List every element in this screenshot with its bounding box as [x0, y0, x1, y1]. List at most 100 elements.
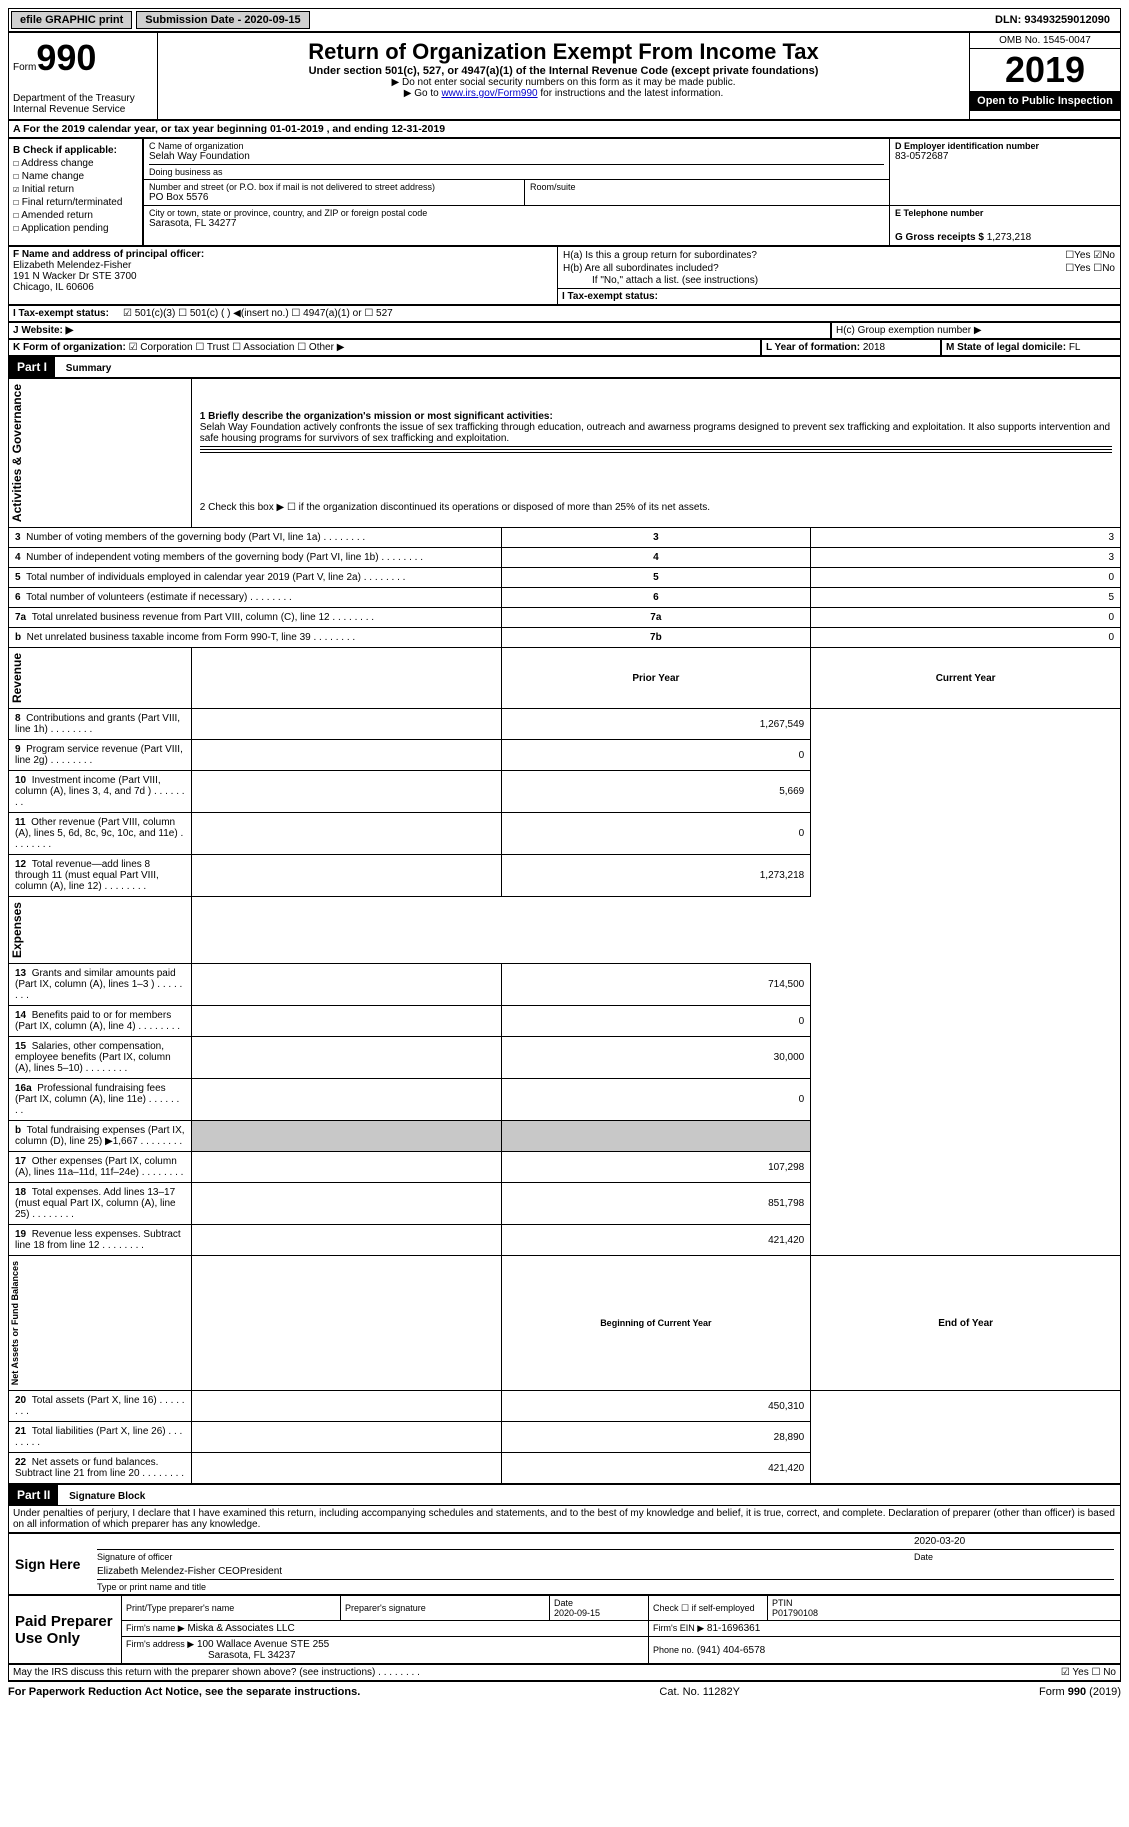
form-title: Return of Organization Exempt From Incom… — [164, 39, 963, 65]
line-18: 18 Total expenses. Add lines 13–17 (must… — [9, 1183, 1121, 1225]
efile-button[interactable]: efile GRAPHIC print — [11, 11, 132, 29]
line-10: 10 Investment income (Part VIII, column … — [9, 771, 1121, 813]
line-14: 14 Benefits paid to or for members (Part… — [9, 1006, 1121, 1037]
part2-header: Part II — [9, 1485, 58, 1505]
checkbox-application-pending[interactable]: ☐ Application pending — [13, 223, 138, 234]
vert-exp: Expenses — [10, 898, 24, 962]
vert-rev: Revenue — [10, 649, 24, 707]
dba-label: Doing business as — [149, 167, 884, 177]
c-name-label: C Name of organization — [149, 141, 884, 151]
ptin-label: PTIN — [772, 1598, 793, 1608]
date-label: Date — [914, 1552, 1114, 1562]
f-label: F Name and address of principal officer: — [13, 249, 553, 260]
g-label: G Gross receipts $ — [895, 232, 984, 243]
city-label: City or town, state or province, country… — [149, 208, 884, 218]
prep-name-label: Print/Type preparer's name — [122, 1596, 341, 1621]
cat-no: Cat. No. 11282Y — [659, 1686, 740, 1698]
checkbox-name-change[interactable]: ☐ Name change — [13, 171, 138, 182]
sign-here-label: Sign Here — [9, 1534, 92, 1595]
i-label: I Tax-exempt status: — [562, 291, 672, 302]
room-label: Room/suite — [530, 182, 884, 192]
officer-name: Elizabeth Melendez-Fisher — [13, 260, 553, 271]
section-b-title: B Check if applicable: — [13, 145, 138, 156]
note-ssn: ▶ Do not enter social security numbers o… — [164, 77, 963, 88]
begin-hdr: Beginning of Current Year — [501, 1256, 811, 1391]
sig-label: Signature of officer — [97, 1552, 914, 1562]
m-value: FL — [1069, 342, 1081, 353]
paid-preparer-label: Paid Preparer Use Only — [9, 1596, 122, 1664]
firm-name: Miska & Associates LLC — [187, 1623, 294, 1634]
current-hdr: Current Year — [811, 648, 1121, 709]
end-hdr: End of Year — [811, 1256, 1121, 1391]
line-15: 15 Salaries, other compensation, employe… — [9, 1037, 1121, 1079]
check-self[interactable]: Check ☐ if self-employed — [649, 1596, 768, 1621]
officer-printed: Elizabeth Melendez-Fisher CEOPresident — [97, 1566, 1114, 1577]
line-8: 8 Contributions and grants (Part VIII, l… — [9, 709, 1121, 740]
perjury-text: Under penalties of perjury, I declare th… — [8, 1506, 1121, 1533]
l-label: L Year of formation: — [766, 342, 860, 353]
part1-header: Part I — [9, 357, 55, 377]
top-bar: efile GRAPHIC print Submission Date - 20… — [8, 8, 1121, 32]
section-b: B Check if applicable: ☐ Address change ☐… — [8, 138, 143, 246]
d-label: D Employer identification number — [895, 141, 1115, 151]
checkbox-initial-return[interactable]: ☑ Initial return — [13, 184, 138, 195]
l-value: 2018 — [863, 342, 885, 353]
line-b: b Total fundraising expenses (Part IX, c… — [9, 1121, 1121, 1152]
phone-value: (941) 404-6578 — [697, 1645, 765, 1656]
ptin-value: P01790108 — [772, 1608, 818, 1618]
irs-answer[interactable]: ☑ Yes ☐ No — [1061, 1667, 1116, 1678]
omb-label: OMB No. 1545-0047 — [970, 33, 1120, 49]
ha-answer[interactable]: ☐Yes ☑No — [1000, 249, 1116, 262]
prep-date: 2020-09-15 — [554, 1608, 600, 1618]
firm-addr-label: Firm's address ▶ — [126, 1639, 194, 1649]
prep-sig-label: Preparer's signature — [341, 1596, 550, 1621]
form-ref: Form 990 (2019) — [1039, 1686, 1121, 1698]
firm-name-label: Firm's name ▶ — [126, 1623, 185, 1633]
line-9: 9 Program service revenue (Part VIII, li… — [9, 740, 1121, 771]
tax-year: 2019 — [970, 49, 1120, 91]
dept-label: Department of the Treasury Internal Reve… — [13, 93, 153, 115]
submission-button[interactable]: Submission Date - 2020-09-15 — [136, 11, 309, 29]
inspection-label: Open to Public Inspection — [970, 91, 1120, 111]
line-4: 4 Number of independent voting members o… — [9, 548, 1121, 568]
k-opts[interactable]: ☑ Corporation ☐ Trust ☐ Association ☐ Ot… — [129, 342, 345, 353]
line-19: 19 Revenue less expenses. Subtract line … — [9, 1225, 1121, 1256]
irs-link[interactable]: www.irs.gov/Form990 — [441, 88, 537, 99]
ha-label: H(a) Is this a group return for subordin… — [562, 249, 1000, 262]
officer-addr1: 191 N Wacker Dr STE 3700 — [13, 271, 553, 282]
e-label: E Telephone number — [895, 208, 1115, 218]
line-17: 17 Other expenses (Part IX, column (A), … — [9, 1152, 1121, 1183]
irs-discuss: May the IRS discuss this return with the… — [13, 1667, 1061, 1678]
line-6: 6 Total number of volunteers (estimate i… — [9, 588, 1121, 608]
form-number: 990 — [36, 37, 96, 78]
line-16a: 16a Professional fundraising fees (Part … — [9, 1079, 1121, 1121]
phone-label: Phone no. — [653, 1645, 694, 1655]
j-label: J Website: ▶ — [8, 322, 831, 339]
paperwork-notice: For Paperwork Reduction Act Notice, see … — [8, 1686, 360, 1698]
form-label: Form — [13, 62, 36, 73]
ein-value: 83-0572687 — [895, 151, 1115, 162]
m-label: M State of legal domicile: — [946, 342, 1066, 353]
i-opts[interactable]: ☑ 501(c)(3) ☐ 501(c) ( ) ◀(insert no.) ☐… — [123, 308, 393, 319]
checkbox-address-change[interactable]: ☐ Address change — [13, 158, 138, 169]
line-b: b Net unrelated business taxable income … — [9, 628, 1121, 648]
hb-answer[interactable]: ☐Yes ☐No — [1000, 262, 1116, 275]
form-subtitle: Under section 501(c), 527, or 4947(a)(1)… — [164, 65, 963, 77]
dln-label: DLN: 93493259012090 — [985, 12, 1120, 28]
line-7a: 7a Total unrelated business revenue from… — [9, 608, 1121, 628]
addr-value: PO Box 5576 — [149, 192, 519, 203]
addr-label: Number and street (or P.O. box if mail i… — [149, 182, 519, 192]
prior-hdr: Prior Year — [501, 648, 811, 709]
sig-date: 2020-03-20 — [914, 1536, 1114, 1547]
org-name: Selah Way Foundation — [149, 151, 884, 162]
hb-note: If "No," attach a list. (see instruction… — [562, 275, 1116, 286]
form-header: Form990 Department of the Treasury Inter… — [8, 32, 1121, 120]
part2-title: Signature Block — [61, 1488, 153, 1505]
part1-title: Summary — [58, 360, 120, 377]
officer-addr2: Chicago, IL 60606 — [13, 282, 553, 293]
i-label2: I Tax-exempt status: — [13, 308, 123, 319]
checkbox-amended-return[interactable]: ☐ Amended return — [13, 210, 138, 221]
period-line: A For the 2019 calendar year, or tax yea… — [8, 120, 1121, 138]
checkbox-final-return-terminated[interactable]: ☐ Final return/terminated — [13, 197, 138, 208]
line2: 2 Check this box ▶ ☐ if the organization… — [191, 487, 1120, 527]
